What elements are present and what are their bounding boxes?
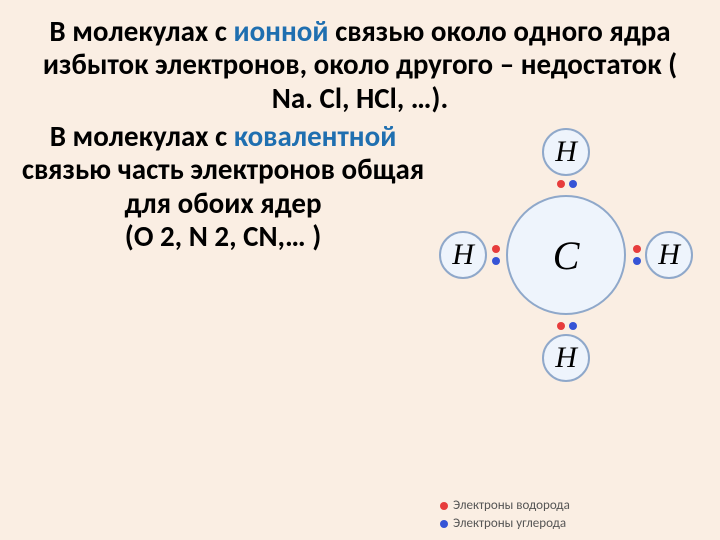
carbon-label: C xyxy=(553,232,580,279)
h-label: H xyxy=(658,238,680,272)
legend-dot-h xyxy=(440,502,448,510)
molecule-diagram: C H H H H xyxy=(426,120,700,410)
electron-dot xyxy=(492,257,500,265)
electron-dot xyxy=(569,322,577,330)
h-label: H xyxy=(555,341,577,375)
cov-post: связью часть электронов общая для обоих … xyxy=(22,151,424,220)
title-highlight: ионной xyxy=(233,13,328,49)
slide-container: В молекулах с ионной связью около одного… xyxy=(0,0,720,540)
h-label: H xyxy=(452,238,474,272)
atom-h-top: H xyxy=(542,128,590,176)
legend: Электроны водорода Электроны углерода xyxy=(440,497,570,533)
electron-dot xyxy=(557,180,565,188)
title-text: В молекулах с ионной связью около одного… xyxy=(20,15,700,115)
electron-dot xyxy=(633,245,641,253)
title-pre: В молекулах с xyxy=(49,13,233,49)
cov-pre: В молекулах с xyxy=(50,118,234,154)
cov-highlight: ковалентной xyxy=(234,118,397,154)
electron-dot xyxy=(492,245,500,253)
cov-examples: (O 2, N 2, CN,… ) xyxy=(125,218,321,254)
legend-dot-c xyxy=(440,520,448,528)
atom-carbon: C xyxy=(506,195,626,315)
electron-dot xyxy=(633,257,641,265)
atom-h-bottom: H xyxy=(542,334,590,382)
electron-dot xyxy=(569,180,577,188)
legend-h-label: Электроны водорода xyxy=(453,497,570,515)
content-row: В молекулах с ковалентной связью часть э… xyxy=(20,120,700,410)
h-label: H xyxy=(555,135,577,169)
legend-c-label: Электроны углерода xyxy=(453,515,566,533)
legend-row-h: Электроны водорода xyxy=(440,497,570,515)
atom-h-right: H xyxy=(645,231,693,279)
electron-dot xyxy=(557,322,565,330)
covalent-text: В молекулах с ковалентной связью часть э… xyxy=(20,120,426,410)
legend-row-c: Электроны углерода xyxy=(440,515,570,533)
atom-h-left: H xyxy=(439,231,487,279)
